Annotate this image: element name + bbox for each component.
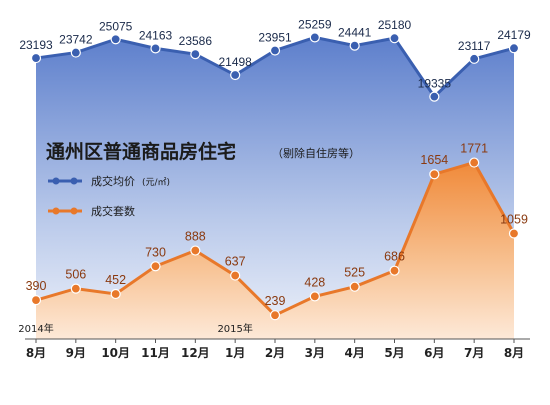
price-point bbox=[389, 33, 400, 44]
legend-price-label: 成交均价 bbox=[91, 174, 135, 188]
legend-item-price: 成交均价 (元/㎡) bbox=[48, 174, 170, 188]
price-value-label: 24163 bbox=[139, 28, 173, 42]
price-point bbox=[110, 34, 121, 45]
x-tick-label: 9月 bbox=[66, 346, 86, 360]
count-point bbox=[309, 291, 320, 302]
price-point bbox=[269, 45, 281, 56]
count-point bbox=[150, 261, 161, 272]
price-point bbox=[309, 32, 320, 43]
count-markers bbox=[30, 157, 520, 321]
x-tick-label: 8月 bbox=[26, 346, 46, 360]
count-point bbox=[389, 265, 400, 276]
price-value-label: 24441 bbox=[338, 26, 372, 40]
x-axis-ticks bbox=[35, 339, 515, 343]
count-point bbox=[469, 157, 480, 168]
count-area bbox=[36, 162, 514, 339]
price-value-label: 24179 bbox=[497, 28, 531, 42]
count-point bbox=[190, 245, 201, 256]
count-point bbox=[429, 169, 440, 180]
count-value-label: 730 bbox=[145, 245, 166, 259]
x-tick-label: 8月 bbox=[504, 346, 524, 360]
legend: 成交均价 (元/㎡) 成交套数 bbox=[48, 174, 170, 218]
x-tick-label: 4月 bbox=[344, 346, 364, 360]
count-point bbox=[349, 281, 360, 292]
price-data-labels: 23193 23742 25075 24163 23586 21498 23951 25259… bbox=[19, 17, 531, 90]
price-value-label: 23193 bbox=[19, 38, 53, 52]
legend-count-label: 成交套数 bbox=[91, 204, 135, 218]
price-point bbox=[190, 49, 201, 60]
price-point bbox=[30, 52, 42, 64]
price-value-label: 23586 bbox=[179, 34, 213, 48]
count-value-label: 428 bbox=[304, 275, 325, 289]
count-value-label: 452 bbox=[105, 273, 126, 287]
count-value-label: 390 bbox=[26, 279, 47, 293]
count-value-label: 239 bbox=[265, 294, 286, 308]
count-point bbox=[230, 270, 241, 281]
price-markers bbox=[30, 32, 520, 102]
price-value-label: 25075 bbox=[99, 19, 133, 33]
legend-count-marker bbox=[52, 207, 60, 215]
x-tick-label: 7月 bbox=[464, 346, 484, 360]
price-point bbox=[230, 69, 241, 81]
count-data-labels: 390 506 452 730 888 637 239 428 525 686 1654 1771 10… bbox=[26, 142, 528, 309]
count-point bbox=[110, 288, 121, 300]
year-labels: 2014年 2015年 bbox=[18, 322, 253, 335]
x-tick-label: 3月 bbox=[305, 346, 325, 360]
price-value-label: 25180 bbox=[378, 18, 412, 32]
x-axis-labels: 8月 9月 10月 11月 12月 1月 2月 3月 4月 5月 6月 7月 8月 bbox=[26, 346, 524, 360]
price-point bbox=[429, 91, 440, 102]
count-point bbox=[508, 228, 520, 239]
count-point bbox=[269, 310, 281, 321]
x-tick-label: 12月 bbox=[181, 346, 210, 360]
price-value-label: 21498 bbox=[218, 55, 252, 69]
price-point bbox=[150, 43, 161, 54]
x-tick-label: 6月 bbox=[424, 346, 444, 360]
x-tick-label: 11月 bbox=[141, 346, 170, 360]
price-value-label: 23742 bbox=[59, 33, 93, 47]
legend-price-marker bbox=[70, 177, 78, 185]
legend-price-marker bbox=[52, 177, 60, 185]
year-label: 2014年 bbox=[18, 322, 53, 335]
x-tick-label: 2月 bbox=[265, 346, 285, 360]
count-value-label: 888 bbox=[185, 230, 206, 244]
price-value-label: 23117 bbox=[458, 39, 491, 53]
price-value-label: 19335 bbox=[418, 77, 452, 91]
count-value-label: 1654 bbox=[420, 153, 448, 167]
price-value-label: 23951 bbox=[258, 30, 292, 44]
x-tick-label: 1月 bbox=[225, 346, 245, 360]
count-point bbox=[30, 295, 42, 306]
x-tick-label: 5月 bbox=[384, 346, 404, 360]
count-value-label: 1059 bbox=[500, 213, 528, 227]
count-point bbox=[70, 283, 81, 294]
legend-price-unit: (元/㎡) bbox=[142, 177, 170, 188]
year-label: 2015年 bbox=[217, 322, 252, 335]
count-value-label: 1771 bbox=[460, 142, 488, 156]
count-value-label: 637 bbox=[225, 255, 246, 269]
chart-subtitle: （剔除自住房等） bbox=[272, 146, 360, 160]
legend-count-marker bbox=[70, 207, 78, 215]
chart-title: 通州区普通商品房住宅 bbox=[46, 140, 236, 163]
price-point bbox=[508, 43, 520, 54]
count-value-label: 686 bbox=[384, 250, 405, 264]
count-value-label: 525 bbox=[344, 266, 365, 280]
x-tick-label: 10月 bbox=[101, 346, 130, 360]
price-point bbox=[70, 47, 81, 58]
price-value-label: 25259 bbox=[298, 17, 332, 31]
legend-item-count: 成交套数 bbox=[48, 204, 135, 218]
price-point bbox=[469, 53, 480, 64]
count-value-label: 506 bbox=[65, 268, 86, 282]
price-point bbox=[349, 40, 360, 51]
